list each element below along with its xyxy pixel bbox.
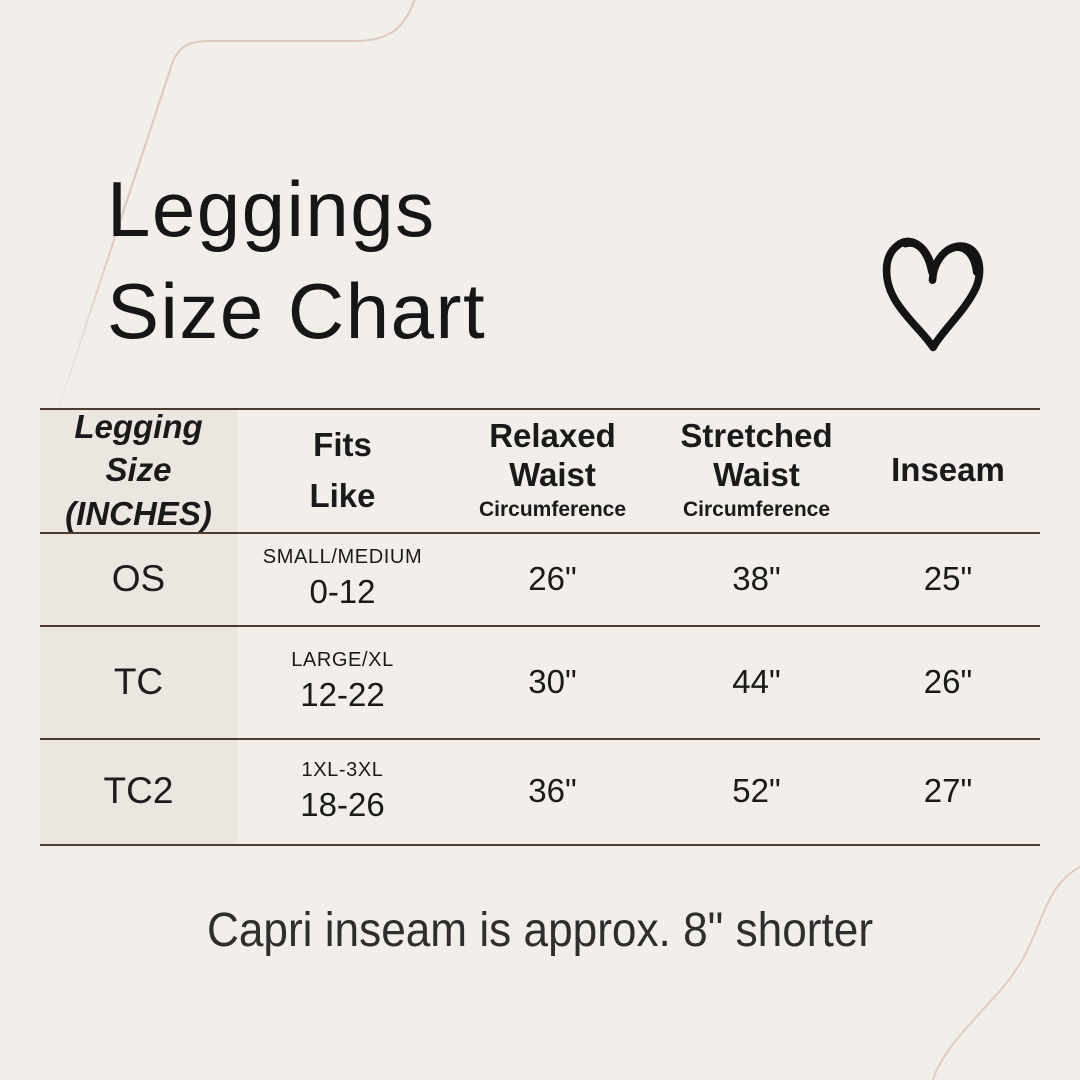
table-rule-bottom — [40, 844, 1040, 846]
header-stretched-line-1: Stretched — [680, 417, 833, 455]
first-column-highlight — [40, 410, 237, 844]
header-inseam-label: Inseam — [891, 450, 1005, 488]
row-tc2-relaxed-waist-cell: 36" — [528, 772, 577, 809]
header-stretched-subtext: Circumference — [682, 498, 831, 522]
row-tc-inseam-cell: 26" — [923, 662, 973, 700]
header-relaxed-line-1: Relaxed — [489, 417, 616, 455]
row-tc-stretched-waist-cell: 44" — [732, 662, 781, 700]
size-table: Legging Size (INCHES) Fits Like Relaxed … — [40, 408, 1040, 846]
header-fits-like-line-1: Fits — [313, 425, 372, 463]
header-cell-legging-size: Legging Size (INCHES) — [40, 408, 237, 532]
row-tc2-size-cell: TC2 — [103, 770, 174, 811]
table-rule-header — [40, 532, 1040, 534]
heart-icon — [882, 237, 984, 352]
table-rule-top — [40, 408, 1040, 410]
header-fits-like-line-2: Like — [309, 477, 376, 514]
row-tc-fits-range: 12-22 — [300, 676, 385, 713]
row-os-inseam-cell: 25" — [923, 559, 973, 597]
row-tc2-fits-like-cell: 1XL-3XL 18-26 — [237, 738, 448, 844]
table-rule-row-1 — [40, 625, 1040, 627]
row-tc-size-cell: TC — [113, 660, 164, 702]
row-tc-fits-like-cell: LARGE/XL 12-22 — [237, 625, 448, 738]
capri-inseam-footnote: Capri inseam is approx. 8" shorter — [206, 904, 874, 957]
row-tc2-fits-label: 1XL-3XL — [301, 758, 384, 781]
row-os-size-cell: OS — [111, 557, 166, 599]
row-tc-fits-label: LARGE/XL — [291, 649, 394, 671]
page-title-line-2: Size Chart — [107, 267, 487, 355]
row-tc2-stretched-waist-cell: 52" — [732, 772, 781, 809]
header-legging-size-line-2: (INCHES) — [65, 494, 212, 532]
page-title-line-1: Leggings — [107, 165, 436, 253]
header-relaxed-subtext: Circumference — [478, 498, 627, 522]
header-legging-size-line-1: Legging Size — [74, 408, 203, 489]
header-cell-stretched-waist: Stretched Waist Circumference — [657, 408, 856, 532]
size-table-grid: Legging Size (INCHES) Fits Like Relaxed … — [40, 408, 1040, 846]
header-stretched-line-2: Waist — [713, 456, 800, 494]
row-os-relaxed-waist-cell: 26" — [528, 559, 577, 597]
header-cell-inseam: Inseam — [856, 408, 1040, 532]
header-cell-fits-like: Fits Like — [237, 408, 448, 532]
row-os-fits-like-cell: SMALL/MEDIUM 0-12 — [237, 532, 448, 625]
row-tc2-inseam-cell: 27" — [923, 772, 973, 809]
header-cell-relaxed-waist: Relaxed Waist Circumference — [448, 408, 657, 532]
row-tc2-fits-range: 18-26 — [300, 785, 385, 823]
row-os-fits-label: SMALL/MEDIUM — [262, 546, 423, 568]
table-rule-row-2 — [40, 738, 1040, 740]
row-tc-relaxed-waist-cell: 30" — [528, 662, 577, 700]
row-os-stretched-waist-cell: 38" — [732, 559, 781, 597]
row-os-fits-range: 0-12 — [309, 573, 376, 610]
header-relaxed-line-2: Waist — [509, 456, 596, 494]
page-title: Leggings Size Chart — [107, 158, 486, 362]
